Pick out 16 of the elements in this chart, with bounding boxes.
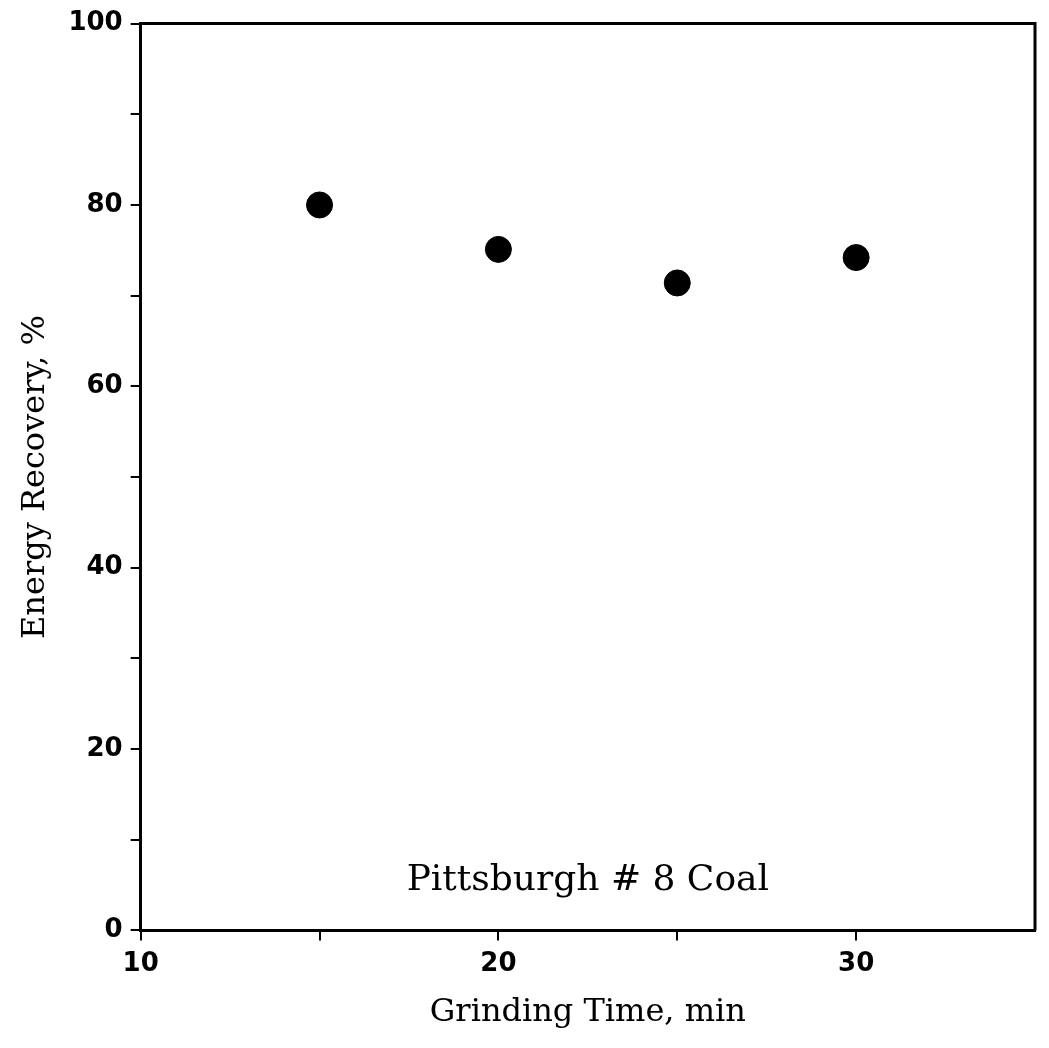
x-axis-title: Grinding Time, min	[429, 991, 746, 1030]
point	[306, 191, 334, 219]
y-tick-label: 60	[86, 369, 123, 400]
point	[663, 269, 691, 297]
y-tick-label: 100	[68, 6, 123, 37]
x-tick-label: 20	[480, 946, 517, 977]
annotation: Pittsburgh # 8 Coal	[406, 857, 770, 899]
point	[484, 235, 512, 263]
x-tick-label: 30	[838, 946, 875, 977]
x-tick-label: 10	[122, 946, 159, 977]
point	[842, 244, 870, 272]
y-tick-label: 0	[104, 913, 123, 944]
y-tick-label: 20	[86, 731, 123, 762]
y-tick-label: 40	[86, 550, 123, 581]
y-tick-label: 80	[86, 187, 123, 218]
y-axis-title: Energy Recovery, %	[13, 314, 52, 640]
